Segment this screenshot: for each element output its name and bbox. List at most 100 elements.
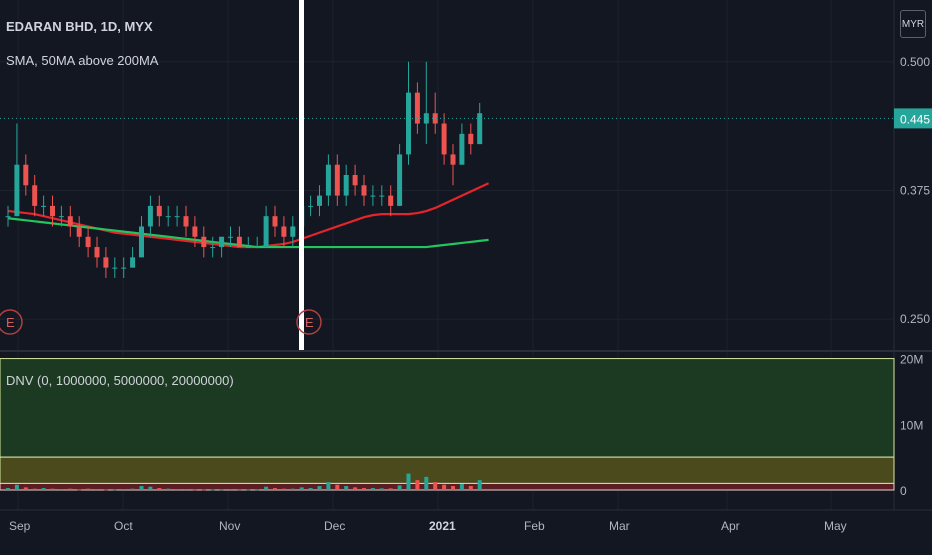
candle-body [174,216,180,218]
volume-bar [379,488,384,490]
candle-body [76,226,82,237]
currency-badge[interactable]: MYR [900,10,926,38]
candle-body [477,113,483,145]
volume-bar [68,488,73,490]
candle-body [254,247,260,249]
candle-body [325,164,331,196]
candle-body [112,267,118,269]
candle-body [156,205,162,217]
candle-body [165,216,171,218]
time-tick-label: 2021 [429,519,456,533]
volume-tick-label: 10M [900,418,923,432]
candle-body [388,195,394,206]
volume-bar [166,488,171,490]
volume-bar [139,486,144,490]
volume-bar [95,489,99,491]
candle-body [67,216,73,227]
candle-body [32,185,38,206]
volume-bar [14,484,19,490]
last-price-label: 0.445 [900,112,930,126]
volume-pane-title[interactable]: DNV (0, 1000000, 5000000, 20000000) [6,373,234,388]
volume-bar [77,489,82,491]
volume-bar [388,488,393,490]
volume-bar [344,486,349,490]
volume-bar [175,489,180,491]
volume-bar [184,489,188,491]
volume-bar [317,486,322,490]
volume-bar [255,489,260,491]
time-tick-label: Nov [219,519,240,533]
candle-body [183,216,189,227]
candle-body [103,257,109,268]
earnings-marker-label: E [6,315,15,330]
candle-body [468,133,474,145]
volume-bar [41,488,46,490]
volume-bar [264,486,269,490]
candle-body [414,92,420,124]
volume-bar [50,488,55,490]
candle-body [130,257,136,268]
volume-bar [281,488,286,490]
candle-body [441,123,447,155]
volume-bar [370,488,375,490]
volume-bar [130,488,135,490]
price-tick-label: 0.250 [900,312,930,326]
candle-body [147,205,153,227]
volume-bar [103,489,108,491]
volume-bar [112,489,117,491]
volume-tick-label: 0 [900,484,907,498]
zone-low [0,482,895,491]
volume-bar [246,489,251,491]
candle-body [14,164,20,217]
volume-bar [228,489,233,491]
volume-bar [299,487,304,490]
candle-body [272,216,278,227]
symbol-title[interactable]: EDARAN BHD, 1D, MYX [6,19,153,34]
candle-body [334,164,340,196]
zone-high [0,358,895,458]
volume-bar [442,484,447,490]
candle-body [85,236,91,248]
candle-body [41,205,47,207]
candle-body [228,236,233,238]
volume-bar [86,488,91,490]
volume-bar [433,482,438,490]
candle-body [432,113,438,124]
last-price-badge [894,108,932,129]
zone-mid [0,456,895,484]
volume-bar [237,489,242,491]
candle-body [361,185,367,196]
time-tick-label: Oct [114,519,133,533]
event-separator-line [299,0,304,350]
candle-body [139,226,144,258]
volume-bar [406,473,411,490]
candle-body [210,247,216,249]
volume-bar [451,486,455,490]
time-tick-label: Apr [721,519,740,533]
candle-body [423,113,429,124]
volume-bar [157,488,162,490]
candle-body [397,154,403,206]
candle-body [343,175,349,196]
volume-bar [326,482,331,490]
candle-body [192,226,198,237]
price-tick-label: 0.375 [900,183,930,197]
price-tick-label: 0.500 [900,55,930,69]
candle-body [23,164,29,186]
candle-body [406,92,411,155]
time-tick-label: Feb [524,519,545,533]
time-tick-label: May [824,519,847,533]
volume-bar [415,480,420,490]
candle-body [370,195,376,197]
candle-body [201,236,207,248]
volume-bar [290,488,295,490]
indicator-title[interactable]: SMA, 50MA above 200MA [6,53,159,68]
volume-bar [32,488,37,490]
time-tick-label: Dec [324,519,345,533]
candle-body [379,195,385,197]
time-tick-label: Mar [609,519,630,533]
earnings-marker [0,309,23,335]
volume-bar [468,486,473,490]
